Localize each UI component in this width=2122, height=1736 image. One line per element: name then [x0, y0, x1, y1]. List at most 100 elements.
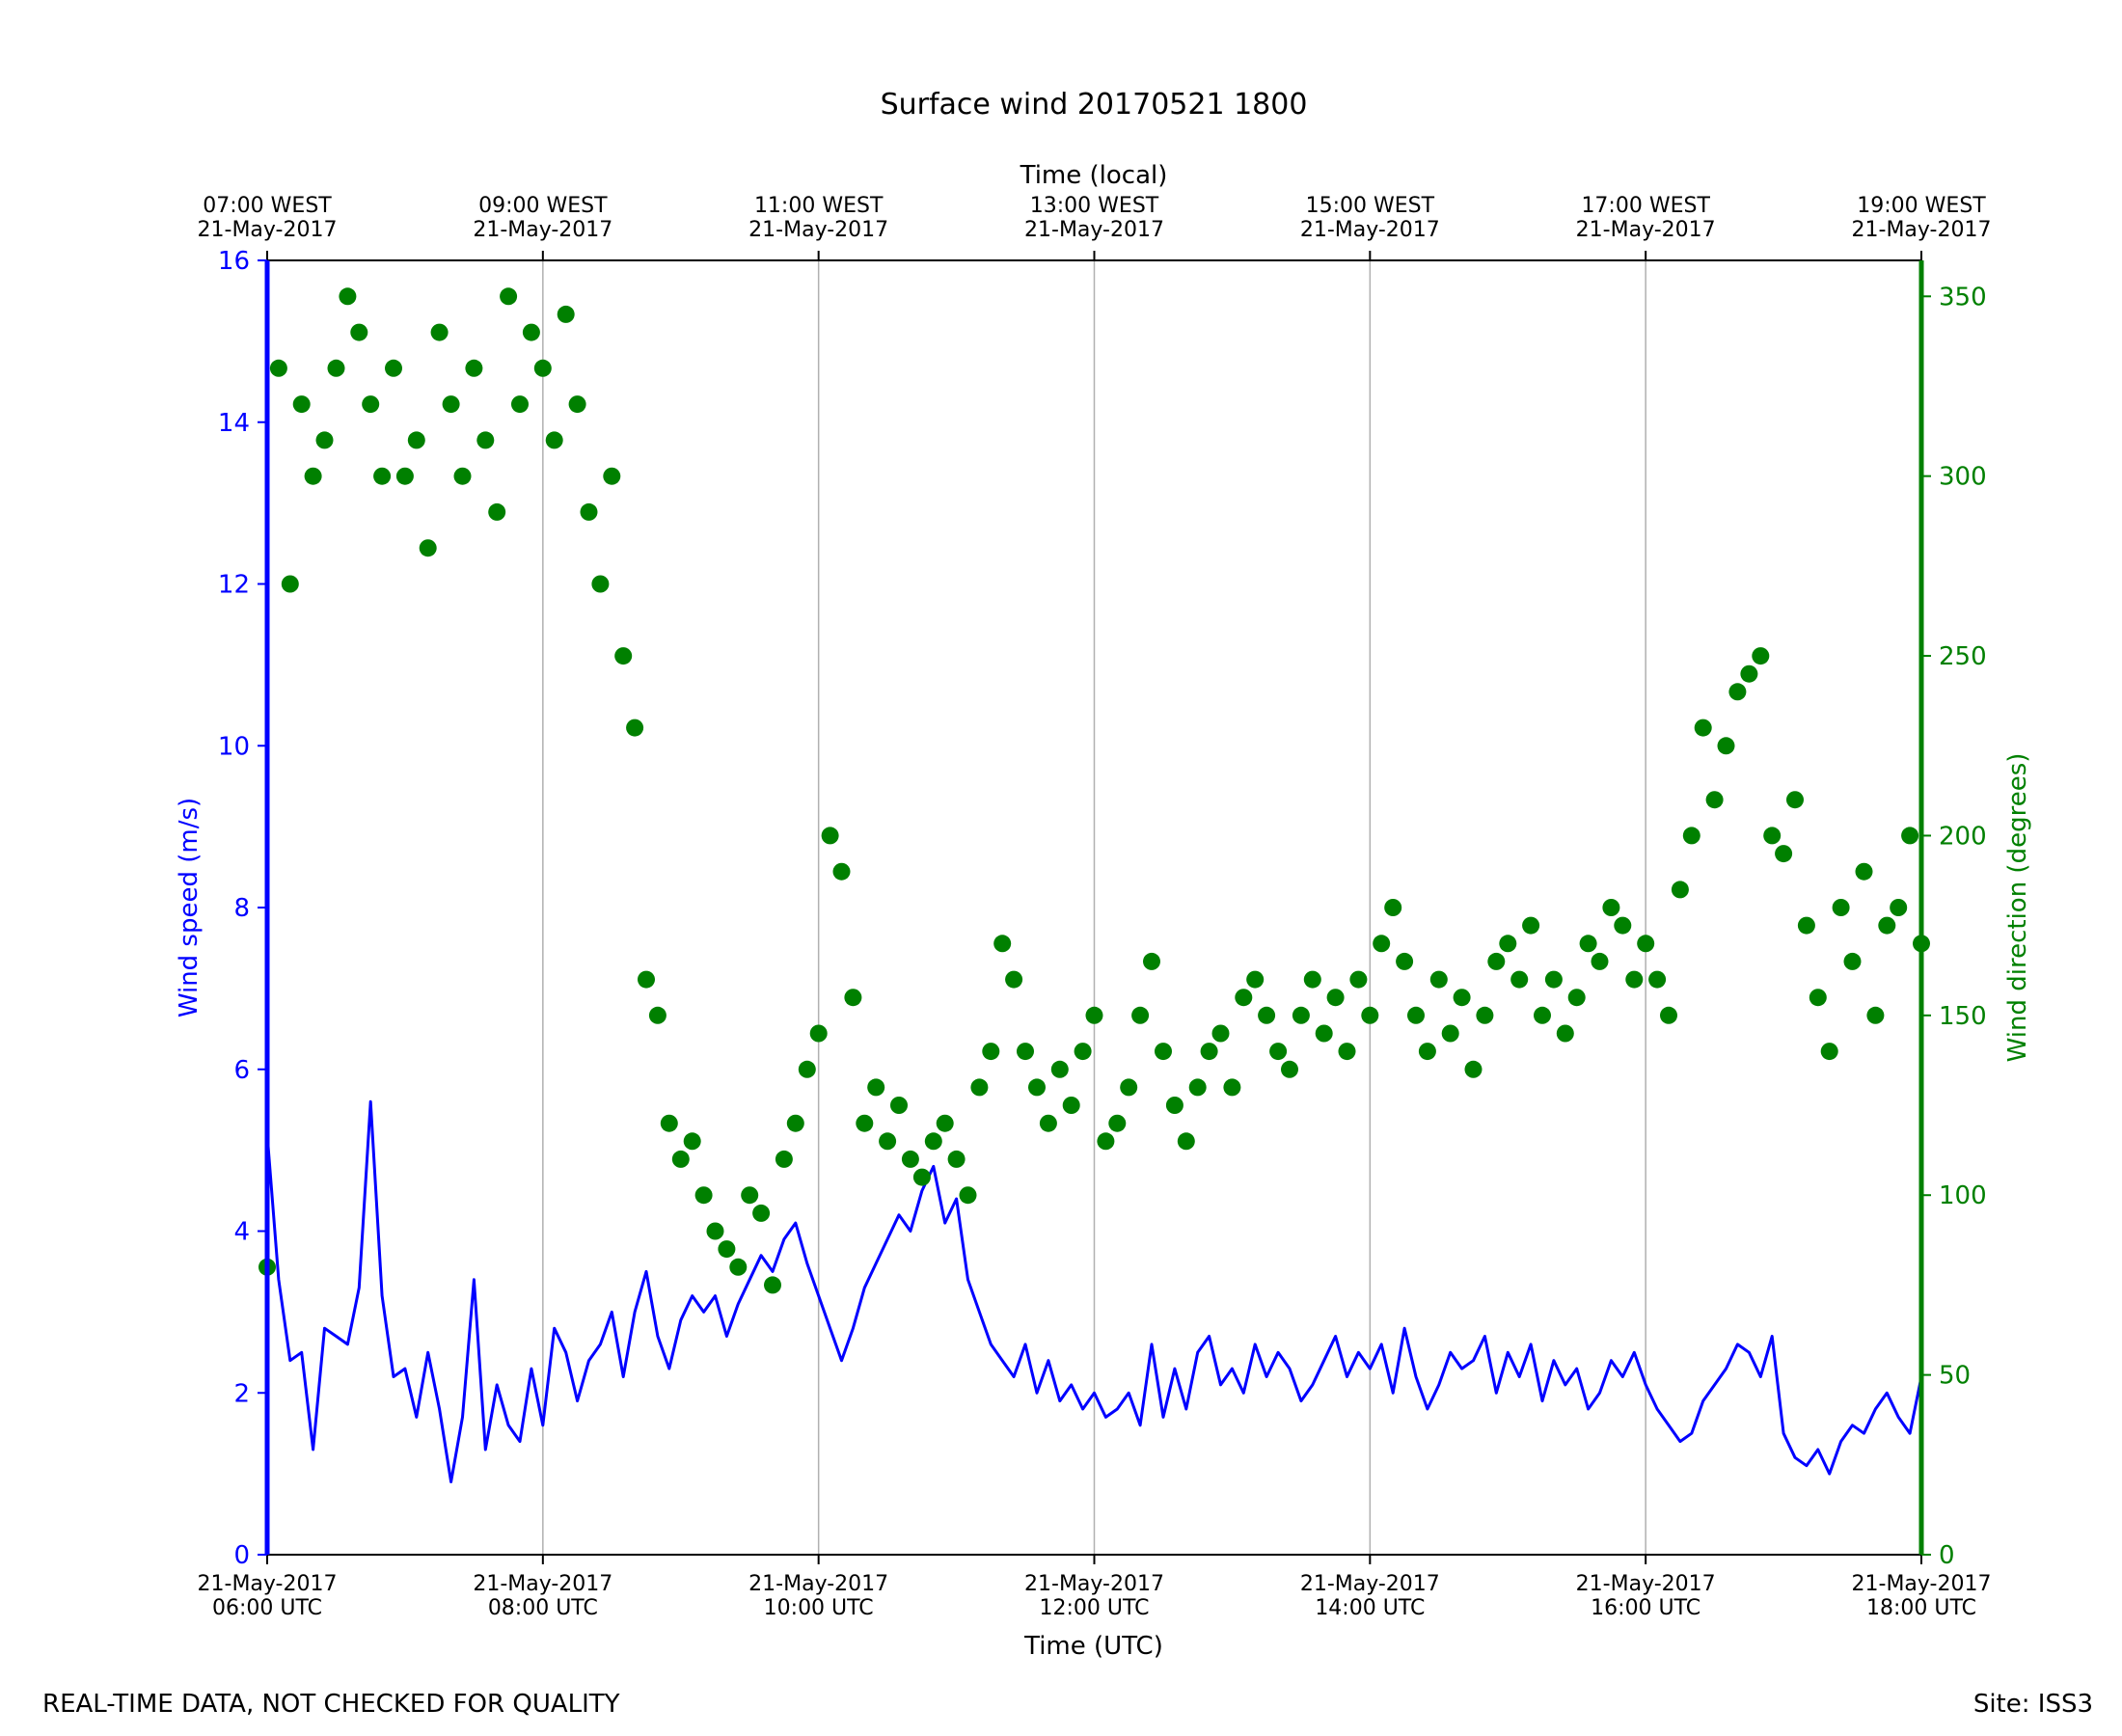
wind-direction-point	[947, 1150, 966, 1168]
wind-direction-point	[281, 575, 299, 593]
wind-direction-point	[1281, 1060, 1298, 1078]
y-right-tick-label: 350	[1939, 283, 1987, 312]
wind-direction-point	[809, 1024, 828, 1043]
wind-direction-point	[729, 1258, 748, 1276]
wind-direction-point	[821, 827, 839, 845]
wind-direction-point	[1062, 1097, 1080, 1114]
wind-direction-point	[1396, 952, 1414, 970]
wind-direction-point	[557, 305, 575, 323]
top-tick-label-date: 21-May-2017	[1024, 218, 1164, 242]
wind-direction-point	[1200, 1043, 1218, 1061]
wind-direction-point	[912, 1168, 931, 1186]
top-tick-label-time: 19:00 WEST	[1857, 194, 1986, 218]
top-tick-label-time: 07:00 WEST	[203, 194, 332, 218]
wind-direction-point	[362, 395, 380, 414]
wind-direction-point	[1544, 970, 1563, 989]
vertical-grid	[542, 260, 1646, 1555]
wind-direction-point	[1039, 1114, 1057, 1132]
top-tick-label-date: 21-May-2017	[198, 218, 338, 242]
wind-speed-series	[265, 1099, 1923, 1483]
x-tick-label-date: 21-May-2017	[473, 1572, 612, 1596]
wind-direction-point	[1763, 827, 1782, 845]
wind-direction-point	[890, 1097, 908, 1114]
wind-direction-point	[626, 719, 644, 737]
wind-direction-point	[1878, 916, 1896, 935]
y-right-tick-label: 250	[1939, 642, 1987, 671]
wind-direction-point	[1740, 665, 1758, 683]
wind-direction-point	[1682, 827, 1700, 845]
wind-direction-point	[1303, 970, 1321, 989]
wind-direction-point	[591, 575, 610, 593]
wind-direction-point	[1050, 1060, 1069, 1078]
y-axis-left: 0 2 4 6 8 10 12 14 16	[218, 247, 267, 1570]
wind-direction-point	[1120, 1078, 1138, 1097]
wind-direction-point	[1177, 1132, 1195, 1151]
x-tick-label-time: 18:00 UTC	[1866, 1596, 1976, 1620]
wind-direction-point	[1005, 970, 1023, 989]
x-tick-label-time: 12:00 UTC	[1039, 1596, 1149, 1620]
wind-direction-point	[959, 1186, 977, 1205]
wind-direction-point	[580, 502, 598, 521]
wind-direction-point	[694, 1186, 713, 1205]
wind-direction-point	[1510, 970, 1529, 989]
wind-direction-point	[832, 862, 851, 881]
wind-direction-point	[339, 287, 357, 306]
wind-direction-point	[1315, 1024, 1333, 1043]
y-left-tick-label: 0	[233, 1541, 250, 1570]
wind-direction-point	[1338, 1043, 1356, 1061]
x-tick-label-date: 21-May-2017	[198, 1572, 338, 1596]
footer-quality-note: REAL-TIME DATA, NOT CHECKED FOR QUALITY	[42, 1690, 620, 1719]
wind-direction-point	[786, 1114, 804, 1132]
wind-direction-point	[1556, 1024, 1574, 1043]
wind-direction-point	[511, 395, 529, 414]
wind-direction-point	[1522, 916, 1540, 935]
wind-direction-point	[1705, 791, 1724, 809]
x-tick-label-time: 06:00 UTC	[212, 1596, 322, 1620]
y-left-tick-label: 12	[218, 571, 250, 600]
wind-direction-point	[1384, 899, 1402, 916]
wind-direction-point	[775, 1150, 793, 1168]
wind-direction-point	[292, 395, 311, 414]
wind-direction-point	[1797, 916, 1815, 935]
wind-direction-point	[1017, 1043, 1034, 1061]
wind-direction-point	[1717, 737, 1735, 755]
wind-direction-point	[1901, 827, 1919, 845]
wind-direction-point	[936, 1114, 954, 1132]
footer-site: Site: ISS3	[1973, 1690, 2093, 1719]
wind-direction-point	[856, 1114, 874, 1132]
wind-direction-point	[706, 1222, 724, 1240]
wind-direction-point	[327, 359, 345, 377]
wind-direction-point	[924, 1132, 942, 1151]
wind-direction-point	[1258, 1006, 1276, 1024]
y-left-tick-label: 14	[218, 409, 250, 438]
wind-direction-point	[867, 1078, 885, 1097]
wind-direction-point	[718, 1240, 736, 1259]
wind-direction-point	[1752, 647, 1770, 665]
wind-direction-point	[395, 467, 414, 485]
wind-direction-point	[1292, 1006, 1310, 1024]
wind-direction-point	[1809, 989, 1827, 1007]
wind-direction-point	[1085, 1006, 1103, 1024]
top-tick-label-time: 15:00 WEST	[1306, 194, 1435, 218]
wind-direction-point	[1269, 1043, 1288, 1061]
wind-direction-point	[844, 989, 862, 1007]
wind-direction-point	[373, 467, 392, 485]
wind-direction-point	[1591, 952, 1609, 970]
x-tick-label-date: 21-May-2017	[1300, 1572, 1440, 1596]
wind-direction-point	[648, 1006, 667, 1024]
wind-direction-point	[1890, 899, 1908, 916]
wind-direction-point	[1671, 881, 1689, 899]
y-left-tick-label: 8	[233, 894, 250, 923]
wind-direction-point	[488, 502, 506, 521]
wind-direction-point	[1349, 970, 1368, 989]
wind-direction-point	[1602, 899, 1620, 916]
wind-direction-point	[1567, 989, 1586, 1007]
wind-direction-point	[1441, 1024, 1459, 1043]
wind-direction-point	[1131, 1006, 1150, 1024]
wind-direction-point	[1418, 1043, 1436, 1061]
chart-title: Surface wind 20170521 1800	[881, 88, 1308, 122]
wind-direction-point	[1843, 952, 1862, 970]
x-tick-label-date: 21-May-2017	[748, 1572, 888, 1596]
